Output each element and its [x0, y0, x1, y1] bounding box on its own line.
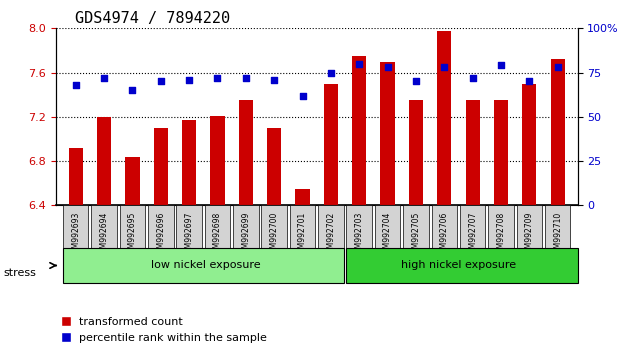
Point	[553, 64, 563, 70]
FancyBboxPatch shape	[545, 205, 571, 248]
Legend: transformed count, percentile rank within the sample: transformed count, percentile rank withi…	[61, 317, 267, 343]
Point	[439, 64, 449, 70]
Point	[212, 75, 222, 81]
Text: GSM992707: GSM992707	[468, 212, 477, 258]
Text: GSM992694: GSM992694	[99, 212, 109, 258]
Text: GSM992708: GSM992708	[496, 212, 505, 258]
FancyBboxPatch shape	[261, 205, 287, 248]
FancyBboxPatch shape	[63, 205, 89, 248]
Point	[297, 93, 307, 98]
Text: GSM992698: GSM992698	[213, 212, 222, 258]
Text: GSM992709: GSM992709	[525, 212, 534, 258]
Bar	[466, 100, 480, 205]
Point	[326, 70, 336, 75]
Bar	[97, 117, 111, 205]
Point	[241, 75, 251, 81]
Text: GSM992693: GSM992693	[71, 212, 80, 258]
Text: GSM992702: GSM992702	[327, 212, 335, 258]
Bar	[182, 120, 196, 205]
Point	[411, 79, 421, 84]
Bar	[154, 128, 168, 205]
FancyBboxPatch shape	[347, 248, 578, 283]
Bar	[296, 189, 310, 205]
Point	[127, 87, 137, 93]
Text: GSM992695: GSM992695	[128, 212, 137, 258]
Point	[354, 61, 364, 67]
Bar	[352, 56, 366, 205]
Point	[99, 75, 109, 81]
Text: GSM992696: GSM992696	[156, 212, 165, 258]
Bar	[69, 148, 83, 205]
FancyBboxPatch shape	[91, 205, 117, 248]
Text: GSM992710: GSM992710	[553, 212, 562, 258]
Point	[524, 79, 534, 84]
FancyBboxPatch shape	[290, 205, 315, 248]
Text: GSM992703: GSM992703	[355, 212, 364, 258]
Bar	[238, 100, 253, 205]
FancyBboxPatch shape	[63, 248, 343, 283]
Point	[383, 64, 392, 70]
Text: GDS4974 / 7894220: GDS4974 / 7894220	[75, 11, 230, 25]
Text: GSM992704: GSM992704	[383, 212, 392, 258]
Text: GSM992706: GSM992706	[440, 212, 449, 258]
Bar	[522, 84, 537, 205]
Bar	[267, 128, 281, 205]
FancyBboxPatch shape	[375, 205, 401, 248]
Point	[270, 77, 279, 82]
Text: GSM992701: GSM992701	[298, 212, 307, 258]
Point	[156, 79, 166, 84]
FancyBboxPatch shape	[318, 205, 343, 248]
FancyBboxPatch shape	[233, 205, 258, 248]
Text: low nickel exposure: low nickel exposure	[151, 261, 260, 270]
Point	[496, 63, 506, 68]
Text: stress: stress	[3, 268, 36, 278]
FancyBboxPatch shape	[347, 205, 372, 248]
FancyBboxPatch shape	[148, 205, 173, 248]
Bar	[551, 59, 564, 205]
Bar	[494, 100, 508, 205]
Bar	[125, 156, 140, 205]
Point	[468, 75, 478, 81]
Bar	[211, 116, 225, 205]
Bar	[437, 30, 451, 205]
Point	[184, 77, 194, 82]
Text: GSM992697: GSM992697	[184, 212, 194, 258]
Bar	[409, 100, 423, 205]
FancyBboxPatch shape	[488, 205, 514, 248]
FancyBboxPatch shape	[176, 205, 202, 248]
FancyBboxPatch shape	[432, 205, 457, 248]
Text: high nickel exposure: high nickel exposure	[401, 261, 516, 270]
FancyBboxPatch shape	[460, 205, 486, 248]
Point	[71, 82, 81, 88]
FancyBboxPatch shape	[517, 205, 542, 248]
FancyBboxPatch shape	[120, 205, 145, 248]
FancyBboxPatch shape	[205, 205, 230, 248]
Text: GSM992699: GSM992699	[242, 212, 250, 258]
Bar	[381, 62, 395, 205]
Bar	[324, 84, 338, 205]
Text: GSM992700: GSM992700	[270, 212, 279, 258]
FancyBboxPatch shape	[403, 205, 428, 248]
Text: GSM992705: GSM992705	[412, 212, 420, 258]
